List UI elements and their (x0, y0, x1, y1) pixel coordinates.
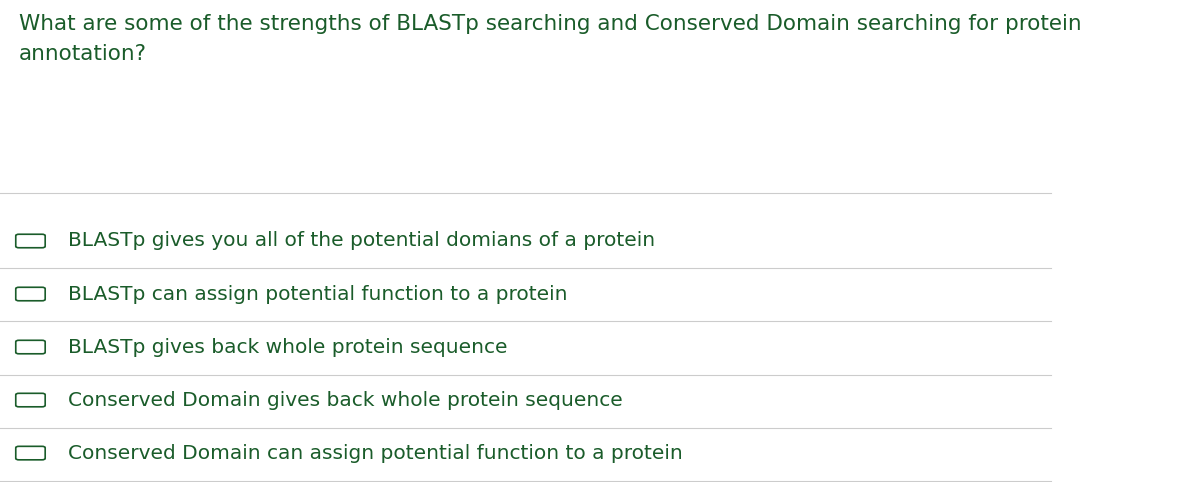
Text: BLASTp gives you all of the potential domians of a protein: BLASTp gives you all of the potential do… (68, 231, 655, 251)
Text: Conserved Domain can assign potential function to a protein: Conserved Domain can assign potential fu… (68, 443, 683, 463)
Text: BLASTp gives back whole protein sequence: BLASTp gives back whole protein sequence (68, 337, 508, 357)
Text: What are some of the strengths of BLASTp searching and Conserved Domain searchin: What are some of the strengths of BLASTp… (19, 14, 1081, 64)
Text: BLASTp can assign potential function to a protein: BLASTp can assign potential function to … (68, 284, 568, 304)
Text: Conserved Domain gives back whole protein sequence: Conserved Domain gives back whole protei… (68, 390, 623, 410)
